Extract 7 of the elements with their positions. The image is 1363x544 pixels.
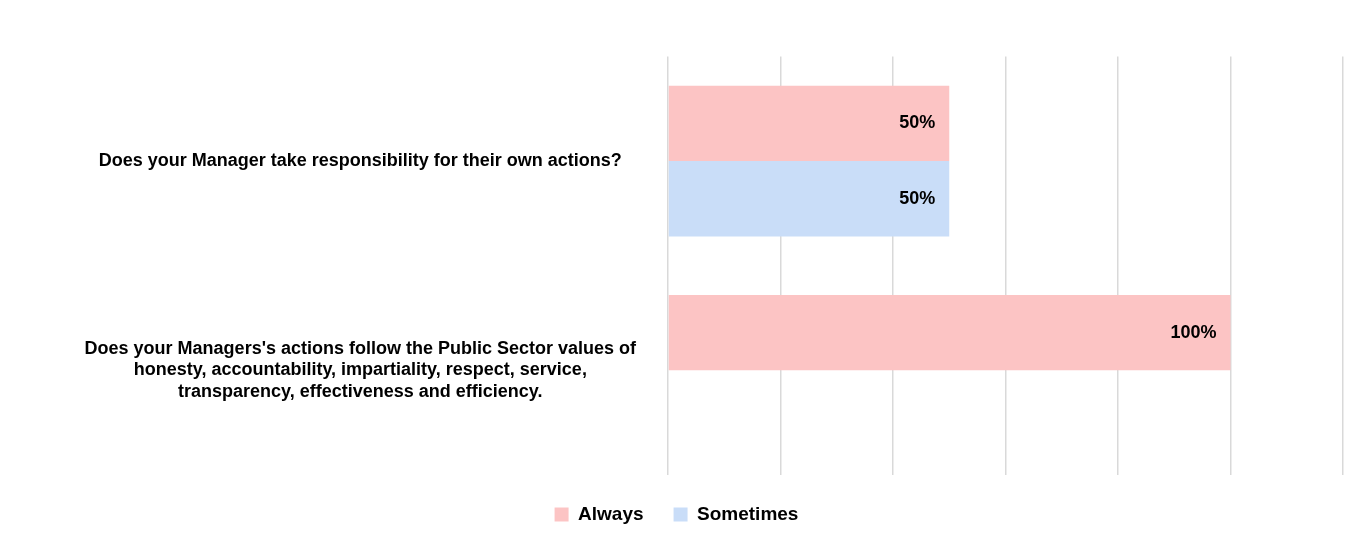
data-label: 50%: [899, 187, 936, 208]
data-label: 50%: [899, 112, 936, 133]
legend-label: Always: [578, 502, 644, 524]
y-tick-label: Does your Manager take responsibility for their own actions?: [98, 150, 622, 171]
legend-label: Sometimes: [697, 502, 799, 524]
y-tick-label: Does your Managers's actions follow the Public Sector values of honesty, accountability, impartiality, respect, service, transparency, effectiveness and efficiency.: [84, 337, 637, 401]
data-label: 100%: [1170, 321, 1217, 342]
